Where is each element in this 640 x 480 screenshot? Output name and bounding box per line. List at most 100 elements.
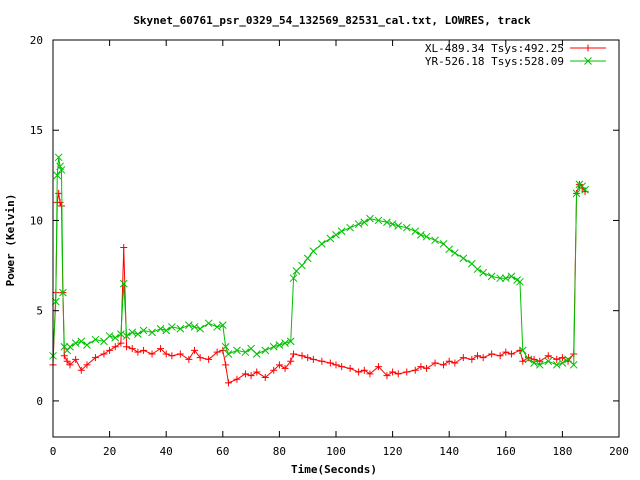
data-point [252, 350, 261, 358]
data-point [91, 335, 100, 344]
data-point [389, 368, 397, 376]
data-point [304, 354, 312, 362]
data-point [83, 361, 91, 369]
data-point [162, 326, 171, 335]
data-point [445, 245, 454, 254]
data-point [338, 363, 346, 371]
data-point [59, 288, 67, 297]
data-point [530, 355, 538, 363]
data-point [487, 272, 496, 281]
data-point [360, 218, 369, 227]
data-point [139, 326, 148, 335]
data-point [134, 330, 142, 338]
data-point [148, 350, 156, 358]
data-point [168, 323, 176, 331]
data-point [213, 348, 221, 356]
data-point [55, 189, 63, 197]
data-point [281, 364, 289, 372]
data-point [117, 330, 125, 338]
data-point [501, 274, 510, 283]
data-point [303, 254, 312, 263]
data-point [222, 361, 230, 369]
data-point [106, 346, 114, 354]
y-tick-label: 10 [30, 214, 43, 227]
data-point [241, 370, 249, 378]
data-point [253, 368, 261, 376]
axis-ticks: 0 20 40 60 80 100 120 140 160 180 200 0 5 10 15 20 [30, 34, 629, 458]
data-point [558, 354, 566, 362]
data-point [54, 153, 63, 162]
data-point [134, 348, 142, 356]
data-point [71, 339, 80, 348]
legend-marker [584, 44, 592, 52]
data-point [346, 223, 355, 232]
data-point [519, 357, 527, 365]
y-tick-label: 20 [30, 34, 43, 47]
data-point [275, 361, 283, 369]
data-point [63, 346, 72, 355]
data-point [558, 359, 567, 367]
x-tick-label: 180 [552, 445, 572, 458]
data-point [479, 354, 487, 362]
data-point [496, 274, 504, 283]
data-point [224, 379, 232, 387]
data-point [459, 254, 468, 263]
data-point [287, 357, 295, 365]
legend-marker [584, 57, 592, 65]
data-point [196, 354, 204, 362]
data-point [213, 323, 221, 331]
data-point [123, 343, 131, 351]
data-point [326, 234, 335, 243]
x-tick-label: 160 [496, 445, 516, 458]
x-tick-label: 200 [609, 445, 629, 458]
data-point [100, 350, 108, 358]
data-point [176, 324, 185, 333]
data-point [530, 359, 538, 367]
data-point [105, 332, 114, 340]
data-point [66, 342, 74, 351]
data-point [275, 341, 284, 349]
data-point [544, 357, 553, 366]
x-tick-label: 20 [103, 445, 116, 458]
data-point [502, 348, 510, 356]
data-point [535, 360, 544, 369]
data-point [518, 346, 527, 355]
data-point [332, 231, 340, 239]
data-point [309, 247, 318, 255]
data-point [56, 198, 64, 206]
data-point [119, 279, 128, 288]
data-point [355, 368, 363, 376]
data-point [346, 364, 354, 372]
data-point [440, 361, 448, 369]
data-point [290, 350, 298, 358]
data-point [77, 366, 85, 374]
data-point [417, 231, 425, 239]
chart-title: Skynet_60761_psr_0329_54_132569_82531_ca… [133, 14, 531, 27]
data-point [122, 332, 131, 340]
data-point [185, 355, 193, 363]
data-point [120, 244, 128, 252]
data-point [524, 355, 533, 364]
data-point [205, 355, 213, 363]
y-tick-label: 0 [36, 395, 43, 408]
data-point [270, 366, 278, 374]
data-point [431, 359, 439, 367]
data-point [383, 372, 391, 380]
data-point [394, 222, 403, 230]
data-point [374, 216, 383, 225]
y-axis-label: Power (Kelvin) [4, 194, 17, 287]
x-axis-label: Time(Seconds) [291, 463, 377, 476]
data-point [218, 321, 227, 329]
data-point [468, 355, 476, 363]
data-point [83, 341, 91, 349]
data-point [402, 223, 411, 232]
data-point [451, 359, 459, 367]
data-point [269, 342, 278, 351]
data-point [176, 350, 184, 358]
series-line [52, 157, 586, 366]
data-point [488, 350, 496, 358]
data-point [191, 346, 198, 354]
data-point [77, 337, 86, 346]
data-point [507, 272, 516, 281]
data-point [544, 352, 552, 360]
